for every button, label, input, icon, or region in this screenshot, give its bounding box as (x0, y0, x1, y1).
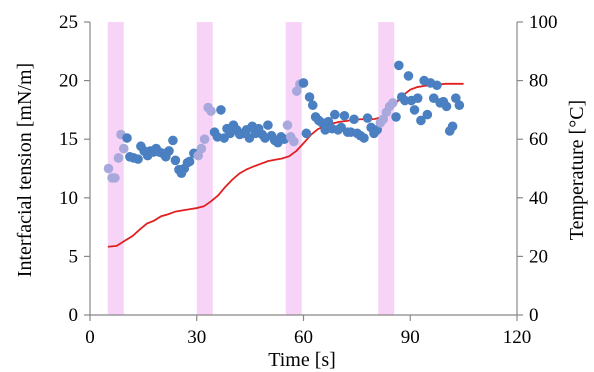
right-y-tick-label: 20 (529, 246, 548, 267)
right-y-tick-label: 100 (529, 12, 558, 33)
tension-point (362, 113, 373, 123)
left-y-tick-label: 20 (59, 71, 78, 92)
tension-point (168, 135, 178, 146)
left-y-tick-label: 15 (59, 129, 78, 150)
x-tick-label: 30 (187, 327, 206, 348)
tension-point (339, 110, 350, 121)
tension-point (103, 163, 114, 174)
tension-point (422, 109, 433, 120)
tension-point (289, 136, 299, 147)
tension-point (263, 120, 273, 130)
tension-point (394, 60, 404, 71)
tension-point (349, 114, 359, 125)
tension-point (307, 100, 318, 111)
interfacial-tension-series (103, 60, 465, 183)
tension-point (412, 93, 423, 103)
right-y-tick-label: 60 (529, 129, 548, 150)
tension-point (409, 105, 420, 115)
tension-point (196, 143, 207, 154)
tension-point (441, 101, 452, 112)
tension-point (359, 133, 369, 143)
tension-point (432, 80, 442, 91)
tension-point (301, 128, 312, 139)
tension-point (388, 98, 398, 108)
tension-point (282, 120, 293, 130)
highlight-band-1 (107, 22, 124, 315)
left-y-tick-label: 10 (59, 188, 78, 209)
tension-point (113, 153, 124, 163)
x-tick-label: 0 (85, 327, 95, 348)
tension-point (416, 115, 426, 126)
left-y-tick-label: 0 (69, 305, 79, 326)
x-axis-title: Time [s] (268, 349, 336, 371)
tension-point (133, 154, 143, 164)
tension-point (110, 173, 120, 183)
tension-point (170, 155, 181, 166)
highlight-band-2 (196, 22, 213, 315)
right-y-tick-label: 40 (529, 188, 548, 209)
tension-point (122, 133, 132, 143)
right-y-tick-label: 0 (529, 305, 539, 326)
tension-point (391, 112, 401, 122)
axes (84, 21, 523, 321)
left-y-tick-label: 5 (69, 246, 79, 267)
left-y-tick-label: 25 (59, 12, 78, 33)
tension-point (447, 121, 458, 132)
tension-point (304, 92, 315, 102)
highlight-band-3 (285, 22, 302, 315)
tension-point (298, 78, 309, 88)
tension-point (199, 134, 210, 144)
tension-point (454, 100, 465, 111)
right-y-tick-label: 80 (529, 71, 548, 92)
tension-point (206, 106, 216, 116)
x-tick-label: 90 (401, 327, 420, 348)
tension-point (164, 146, 174, 156)
x-tick-label: 120 (503, 327, 532, 348)
tension-point (119, 143, 129, 154)
tension-point (216, 105, 226, 115)
x-tick-label: 60 (294, 327, 313, 348)
left-y-axis-title: Interfacial tension [mN/m] (14, 63, 36, 277)
right-y-axis-title: Temperature [°C] (566, 100, 588, 240)
highlight-band-4 (378, 22, 395, 315)
tension-point (330, 109, 340, 120)
tension-point (184, 156, 195, 167)
tension-point (403, 71, 414, 81)
